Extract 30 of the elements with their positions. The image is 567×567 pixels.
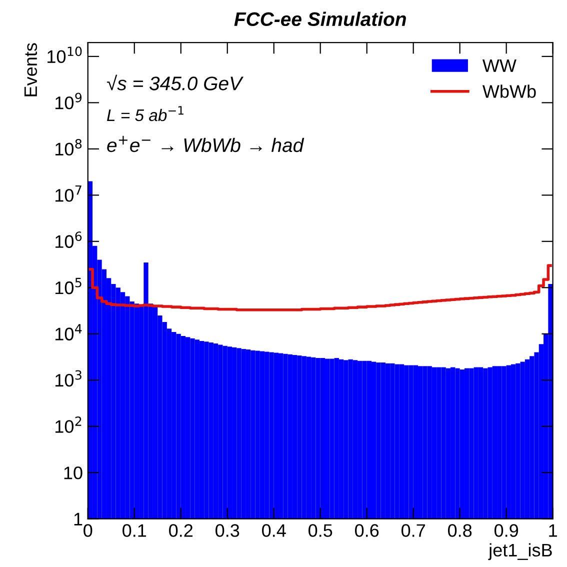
x-tick-label: 0.5	[308, 524, 332, 537]
y-tick-label: 10$^{2}$	[56, 416, 82, 433]
y-tick-label: 10$^{3}$	[56, 370, 82, 387]
y-tick-label: 10$^{10}$	[48, 46, 82, 64]
y-tick-label: 10$^{6}$	[56, 232, 82, 248]
legend-label: WbWb	[482, 84, 536, 98]
y-tick-label: 10$^{8}$	[56, 139, 82, 156]
x-tick-label: 0	[84, 524, 92, 537]
annotation: √s = 345.0 GeV	[106, 74, 244, 90]
y-tick-label: 10	[64, 466, 82, 480]
chart-title: FCC-ee Simulation	[234, 12, 406, 26]
y-tick-label: 10$^{4}$	[56, 324, 82, 340]
x-tick-label: 0.3	[216, 524, 240, 537]
x-tick-label: 0.8	[448, 524, 472, 537]
y-tick-label: 1	[74, 512, 82, 526]
y-tick-label: 10$^{7}$	[56, 185, 82, 202]
x-axis-title: jet1_isB	[488, 543, 552, 560]
x-tick-label: 0.9	[494, 524, 518, 537]
y-tick-label: 10$^{5}$	[56, 278, 82, 294]
legend-label: WW	[482, 59, 516, 72]
x-tick-label: 0.4	[262, 524, 286, 537]
x-tick-label: 1	[549, 524, 557, 537]
annotation: e$^{+}$e$^{−}$ → WbWb → had	[107, 136, 304, 152]
x-tick-label: 0.1	[122, 524, 146, 537]
y-tick-label: 10$^{9}$	[56, 92, 82, 110]
x-tick-label: 0.7	[402, 524, 425, 537]
y-axis-title: Events	[24, 43, 38, 96]
x-tick-label: 0.6	[355, 524, 379, 537]
x-tick-label: 0.2	[169, 524, 193, 537]
annotation: L = 5 ab$^{−1}$	[106, 106, 184, 122]
